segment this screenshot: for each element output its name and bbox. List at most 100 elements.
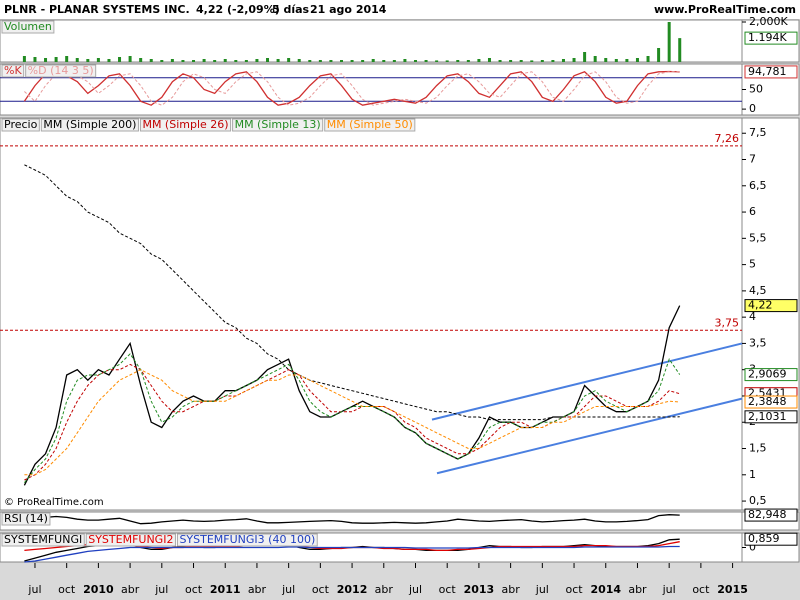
volume-bar [318,60,322,62]
volume-bar [593,56,597,62]
volume-bar [561,59,565,62]
volume-bar [635,58,639,62]
volume-bar [255,59,259,62]
volume-bar [33,57,37,62]
y-tick-label: 7,5 [749,126,767,139]
y-tick-label: 5 [749,258,756,271]
volume-bar [551,60,555,62]
volume-bar [646,56,650,62]
x-tick-label: abr [248,583,267,596]
volume-bar [65,56,69,62]
x-tick-label: oct [692,583,710,596]
volume-bar [308,60,312,62]
y-tick-label: 0,5 [749,494,767,507]
volume-bar [181,60,185,62]
volume-bar [86,59,90,62]
volume-bar [202,59,206,62]
x-tick-label: jul [535,583,549,596]
y-tick-label: 6,5 [749,179,767,192]
volume-bar [266,58,270,62]
last-value-label: 2,1031 [748,410,787,423]
volume-bar [75,58,79,62]
y-tick-label: 1 [749,468,756,481]
volume-bar [96,58,100,62]
series-line [24,71,680,106]
x-tick-label: 2013 [464,583,495,596]
volume-bar [572,58,576,62]
x-tick-label: abr [375,583,394,596]
x-tick-label: 2011 [210,583,241,596]
volume-bar [477,59,481,62]
last-value-box [744,65,798,79]
legend-label: %D (14 3 5) [28,64,94,77]
volume-bar [445,60,449,62]
volume-bar [498,60,502,62]
trend-line [431,342,743,421]
y-tick-label: 0 [749,102,756,115]
volume-bar [276,59,280,62]
legend-box [1,20,55,34]
legend-label: MM (Simple 13) [235,118,321,131]
volume-bar [287,58,291,62]
reference-label: 7,26 [715,132,740,145]
volume-bar [297,59,301,62]
legend-label: SYSTEMFUNGI2 [88,533,173,546]
volume-bar [530,60,534,62]
panel [0,63,743,116]
legend-box [139,118,232,132]
y-tick-label: 4,5 [749,284,767,297]
last-value-box [744,299,798,313]
x-tick-label: abr [121,583,140,596]
last-value-box [744,368,798,382]
panel [0,19,743,63]
last-value-label: 4,22 [748,299,773,312]
legend-box [176,533,318,547]
y-tick-label: 0 [749,541,756,554]
volume-bar [487,58,491,62]
x-tick-label: oct [58,583,76,596]
legend-box [25,64,97,78]
volume-bar [170,59,174,62]
y-tick-label: 3,5 [749,336,767,349]
volume-bar [519,60,523,62]
legend-box [40,118,139,132]
last-value-box [744,410,798,424]
volume-bar [350,60,354,62]
legend-label: Volumen [4,20,52,33]
series-line [24,369,680,476]
last-value-box [744,532,798,546]
volume-bar [625,59,629,62]
header-bar [0,0,800,19]
volume-bar [382,60,386,62]
series-line [23,305,681,486]
y-tick-label: 7 [749,153,756,166]
last-value-label: 1.194K [748,31,787,44]
volume-bar [44,58,48,62]
series-line [24,545,680,563]
x-tick-label: oct [565,583,583,596]
change: 4,22 (-2,09%) [196,3,280,16]
y-tick-label: 4 [749,310,756,323]
last-value-label: 82,948 [748,508,787,521]
volume-bar [456,60,460,62]
x-tick-label: abr [628,583,647,596]
volume-bar [509,60,513,62]
volume-bar [192,60,196,62]
x-tick-label: jul [408,583,422,596]
legend-label: MM (Simple 26) [142,118,228,131]
legend-label: %K [4,64,22,77]
volume-bar [234,60,238,62]
volume-bar [149,59,153,62]
last-value-box [744,395,798,409]
legend-label: SYSTEMFUNGI3 (40 100) [179,533,315,546]
x-tick-label: jul [662,583,676,596]
volume-bar [435,60,439,62]
symbol: PLNR - PLANAR SYSTEMS INC. [4,3,190,16]
last-value-label: 0,859 [748,532,780,545]
volume-bar [128,56,132,62]
x-tick-label: abr [501,583,520,596]
volume-bar [118,57,122,62]
volume-bar [213,60,217,62]
